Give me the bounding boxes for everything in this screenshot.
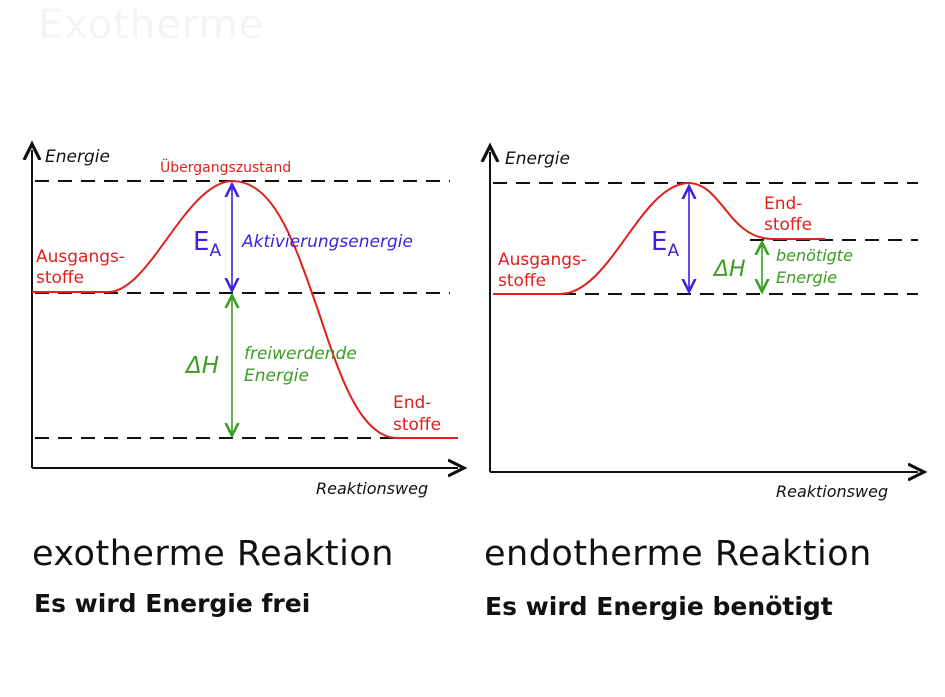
released-energy-label-2: Energie xyxy=(244,366,309,386)
activation-energy-label: Aktivierungsenergie xyxy=(241,232,413,252)
right-ea-symbol: EA xyxy=(651,227,679,261)
left-reactants-label-1: Ausgangs- xyxy=(36,247,125,267)
left-dh-symbol: ΔH xyxy=(184,353,219,379)
right-products-label-1: End- xyxy=(764,194,802,214)
endothermic-diagram: Energie Reaktionsweg Ausgangs- stoffe En… xyxy=(490,149,918,501)
right-products-label-2: stoffe xyxy=(764,215,812,235)
left-products-label-2: stoffe xyxy=(393,415,441,435)
transition-state-label: Übergangszustand xyxy=(160,158,291,176)
right-y-axis-label: Energie xyxy=(505,149,570,169)
endothermic-caption-title: endotherme Reaktion xyxy=(484,534,872,574)
left-energy-curve xyxy=(32,179,458,439)
endothermic-caption-subtitle: Es wird Energie benötigt xyxy=(485,592,833,621)
left-products-label-1: End- xyxy=(393,393,431,413)
released-energy-label-1: freiwerdende xyxy=(244,344,357,364)
right-reactants-label-1: Ausgangs- xyxy=(498,250,587,270)
exothermic-caption-title: exotherme Reaktion xyxy=(32,534,394,574)
right-dh-symbol: ΔH xyxy=(712,257,746,282)
background-title: Exotherme xyxy=(38,2,265,48)
left-x-axis-label: Reaktionsweg xyxy=(316,479,428,498)
exothermic-diagram: Energie Reaktionsweg Übergangszustand Au… xyxy=(32,147,458,498)
left-y-axis-label: Energie xyxy=(45,147,110,167)
exothermic-caption-subtitle: Es wird Energie frei xyxy=(34,589,311,618)
left-reactants-label-2: stoffe xyxy=(36,268,84,288)
right-x-axis-label: Reaktionsweg xyxy=(776,482,888,501)
required-energy-label-1: benötigte xyxy=(776,246,853,265)
left-ea-symbol: EA xyxy=(193,227,221,261)
required-energy-label-2: Energie xyxy=(776,268,837,287)
right-reactants-label-2: stoffe xyxy=(498,271,546,291)
